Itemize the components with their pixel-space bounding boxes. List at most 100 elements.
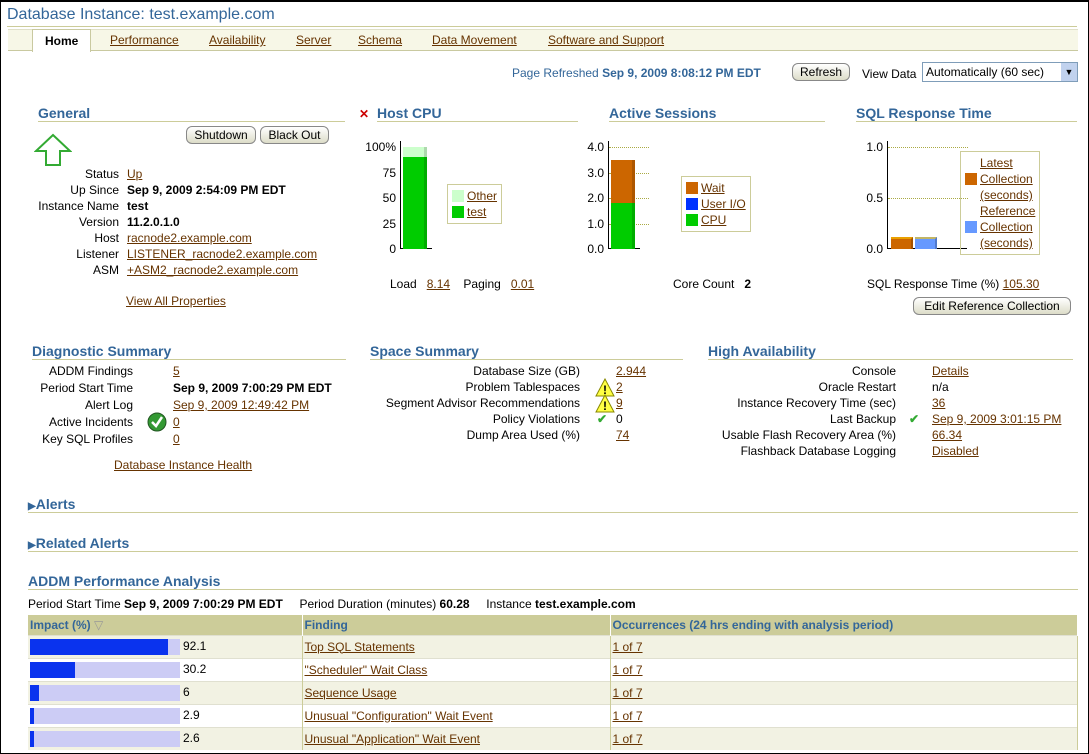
occurrences-link[interactable]: 1 of 7 [612,662,643,677]
occurrences-link[interactable]: 1 of 7 [612,685,643,700]
period-start-label: Period Start Time [28,597,121,611]
edit-reference-collection-button[interactable]: Edit Reference Collection [913,297,1071,315]
legend-link[interactable]: Wait [701,181,725,195]
legend-link[interactable]: CPU [701,213,727,227]
legend-swatch [965,221,977,233]
load-link[interactable]: 8.14 [426,277,451,291]
general-row-value: test [127,199,149,213]
paging-link[interactable]: 0.01 [510,277,535,291]
row-value[interactable]: 0 [173,432,180,446]
tab-performance[interactable]: Performance [110,33,179,47]
general-row-value[interactable]: +ASM2_racnode2.example.com [127,263,299,277]
database-instance-health-link[interactable]: Database Instance Health [114,458,253,472]
impact-bar-fill [30,638,169,655]
related-alerts-toggle[interactable]: ▶Related Alerts [28,535,1078,552]
tab-data-movement[interactable]: Data Movement [432,33,517,47]
general-row-value[interactable]: Up [127,167,143,181]
row-value[interactable]: 36 [932,396,946,410]
tab-availability[interactable]: Availability [209,33,266,47]
tab-software-and-support[interactable]: Software and Support [548,33,665,47]
finding-link[interactable]: Sequence Usage [304,685,397,700]
refresh-time: Sep 9, 2009 8:08:12 PM EDT [602,66,761,80]
occurrences-cell: 1 of 7 [610,703,1078,727]
row-label: Database Size (GB) [473,364,580,378]
general-row-value[interactable]: racnode2.example.com [127,231,252,245]
legend-link[interactable]: Reference Collection (seconds) [980,203,1035,251]
row-value[interactable]: 74 [616,428,630,442]
gridline [609,147,649,148]
alerts-toggle[interactable]: ▶Alerts [28,496,1078,513]
finding-cell: Sequence Usage [302,680,611,704]
occurrences-cell: 1 of 7 [610,726,1078,750]
row-value[interactable]: Details [932,364,969,378]
legend-link[interactable]: Other [467,189,498,203]
legend-link[interactable]: Latest Collection (seconds) [980,155,1033,203]
finding-cell: Unusual "Configuration" Wait Event [302,703,611,727]
row-label: Oracle Restart [818,380,896,394]
row-value[interactable]: 5 [173,364,180,378]
row-value[interactable]: Sep 9, 2009 3:01:15 PM [932,412,1062,426]
legend-link[interactable]: User I/O [701,197,746,211]
occurrences-link[interactable]: 1 of 7 [612,639,643,654]
load-row: Load 8.14 Paging 0.01 [390,277,534,291]
row-label: Flashback Database Logging [740,444,896,458]
sql-response-pct-link[interactable]: 105.30 [1002,277,1040,291]
row-value[interactable]: 0 [173,415,180,429]
blackout-button[interactable]: Black Out [260,126,329,144]
row-value: n/a [932,380,949,394]
legend-text-line: Collection [980,220,1033,234]
row-value[interactable]: 2.944 [616,364,647,378]
row-value[interactable]: 9 [616,396,623,410]
general-row-value[interactable]: LISTENER_racnode2.example.com [127,247,318,261]
active-sessions-heading: Active Sessions [609,105,825,122]
finding-link[interactable]: Unusual "Application" Wait Event [304,731,481,746]
refresh-button[interactable]: Refresh [792,63,850,81]
row-value[interactable]: Sep 9, 2009 12:49:42 PM [173,398,310,412]
sort-descending-icon: ▽ [94,617,104,632]
tab-home[interactable]: Home [32,29,92,52]
finding-link[interactable]: "Scheduler" Wait Class [304,662,428,677]
occurrences-link[interactable]: 1 of 7 [612,731,643,746]
finding-link[interactable]: Top SQL Statements [304,639,415,654]
alerts-label: Alerts [35,496,76,512]
finding-cell: "Scheduler" Wait Class [302,657,611,681]
bar-reference [915,236,937,249]
general-row-label: Instance Name [38,199,119,213]
core-count-value: 2 [744,277,752,291]
y-tick-label: 50 [382,191,396,205]
finding-cell: Top SQL Statements [302,634,611,658]
legend-item: Reference Collection (seconds) [965,203,1035,251]
row-value[interactable]: 66.34 [932,428,963,442]
finding-link[interactable]: Unusual "Configuration" Wait Event [304,708,493,723]
chart-legend: Other test [447,184,503,224]
occurrences-link[interactable]: 1 of 7 [612,708,643,723]
tab-server[interactable]: Server [296,33,332,47]
row-label: Period Start Time [40,381,133,395]
duration-label: Period Duration (minutes) [299,597,437,611]
view-data-select[interactable]: Automatically (60 sec) ▼ [922,62,1078,82]
y-tick-label: 4.0 [587,140,604,154]
gridline [888,147,968,148]
legend-item: test [452,204,497,220]
table-row: 30.2 "Scheduler" Wait Class 1 of 7 [28,657,1078,681]
column-header-impact[interactable]: Impact (%) ▽ [28,615,303,635]
checkmark-icon: ✔ [909,412,920,426]
red-x-icon: ✕ [359,107,370,121]
impact-cell: 30.2 [28,657,303,681]
tab-schema[interactable]: Schema [358,33,403,47]
divider [7,26,1077,27]
finding-cell: Unusual "Application" Wait Event [302,726,611,750]
view-all-properties-link[interactable]: View All Properties [126,294,226,308]
gridline [888,198,968,199]
y-tick-label: 1.0 [587,216,604,231]
general-row-label: Version [78,215,119,229]
legend-text-line: Latest [980,156,1013,170]
row-label: Console [851,364,896,378]
row-value[interactable]: Disabled [932,444,979,458]
row-value[interactable]: 2 [616,380,623,394]
legend-link[interactable]: test [467,205,487,219]
shutdown-button[interactable]: Shutdown [186,126,256,144]
legend-swatch [965,173,977,185]
impact-bar [30,730,180,747]
general-row-label: ASM [92,263,119,277]
